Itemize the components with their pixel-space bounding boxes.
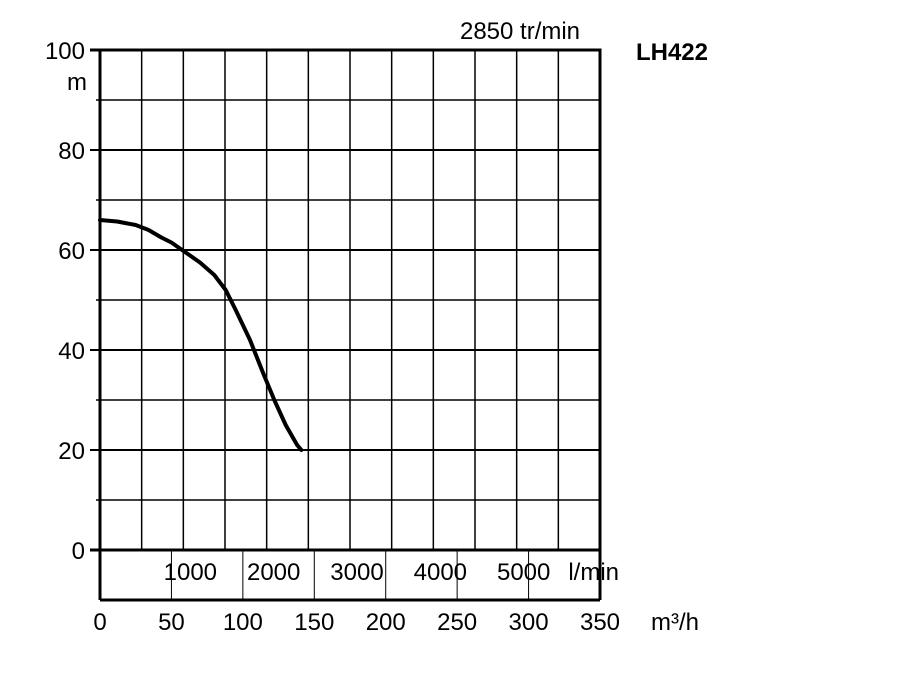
y-tick-label: 60 xyxy=(58,238,85,265)
curve-layer xyxy=(98,218,304,452)
speed-label: 2850 tr/min xyxy=(460,18,580,45)
m3h-tick-label: 200 xyxy=(366,609,406,636)
chart-frame xyxy=(90,48,602,602)
m3h-tick-label: 50 xyxy=(158,609,185,636)
y-tick-label: 0 xyxy=(72,538,85,565)
m3h-tick-label: 100 xyxy=(223,609,263,636)
m3h-tick-label: 0 xyxy=(93,609,106,636)
lpm-tick-label: 3000 xyxy=(330,559,383,586)
m3h-tick-label: 250 xyxy=(437,609,477,636)
chart-title: LH422 xyxy=(636,39,708,66)
lpm-unit-label: l/min xyxy=(568,559,619,586)
grid-lines xyxy=(90,50,601,600)
y-unit-label: m xyxy=(67,69,87,96)
y-tick-labels: 0 20 40 60 80 100 xyxy=(45,38,85,565)
m3h-tick-label: 350 xyxy=(580,609,620,636)
lpm-tick-label: 1000 xyxy=(164,559,217,586)
m3h-unit-label: m³/h xyxy=(651,609,699,636)
y-tick-label: 40 xyxy=(58,338,85,365)
lpm-tick-label: 5000 xyxy=(497,559,550,586)
m3h-tick-labels: 0 50 100 150 200 250 300 350 xyxy=(93,609,620,636)
lpm-tick-label: 4000 xyxy=(414,559,467,586)
y-tick-label: 100 xyxy=(45,38,85,65)
lpm-tick-labels: 1000 2000 3000 4000 5000 xyxy=(164,559,551,586)
y-tick-label: 20 xyxy=(58,438,85,465)
y-tick-label: 80 xyxy=(58,138,85,165)
m3h-tick-label: 150 xyxy=(294,609,334,636)
lpm-tick-label: 2000 xyxy=(247,559,300,586)
m3h-tick-label: 300 xyxy=(509,609,549,636)
head-flow-curve xyxy=(98,218,304,452)
